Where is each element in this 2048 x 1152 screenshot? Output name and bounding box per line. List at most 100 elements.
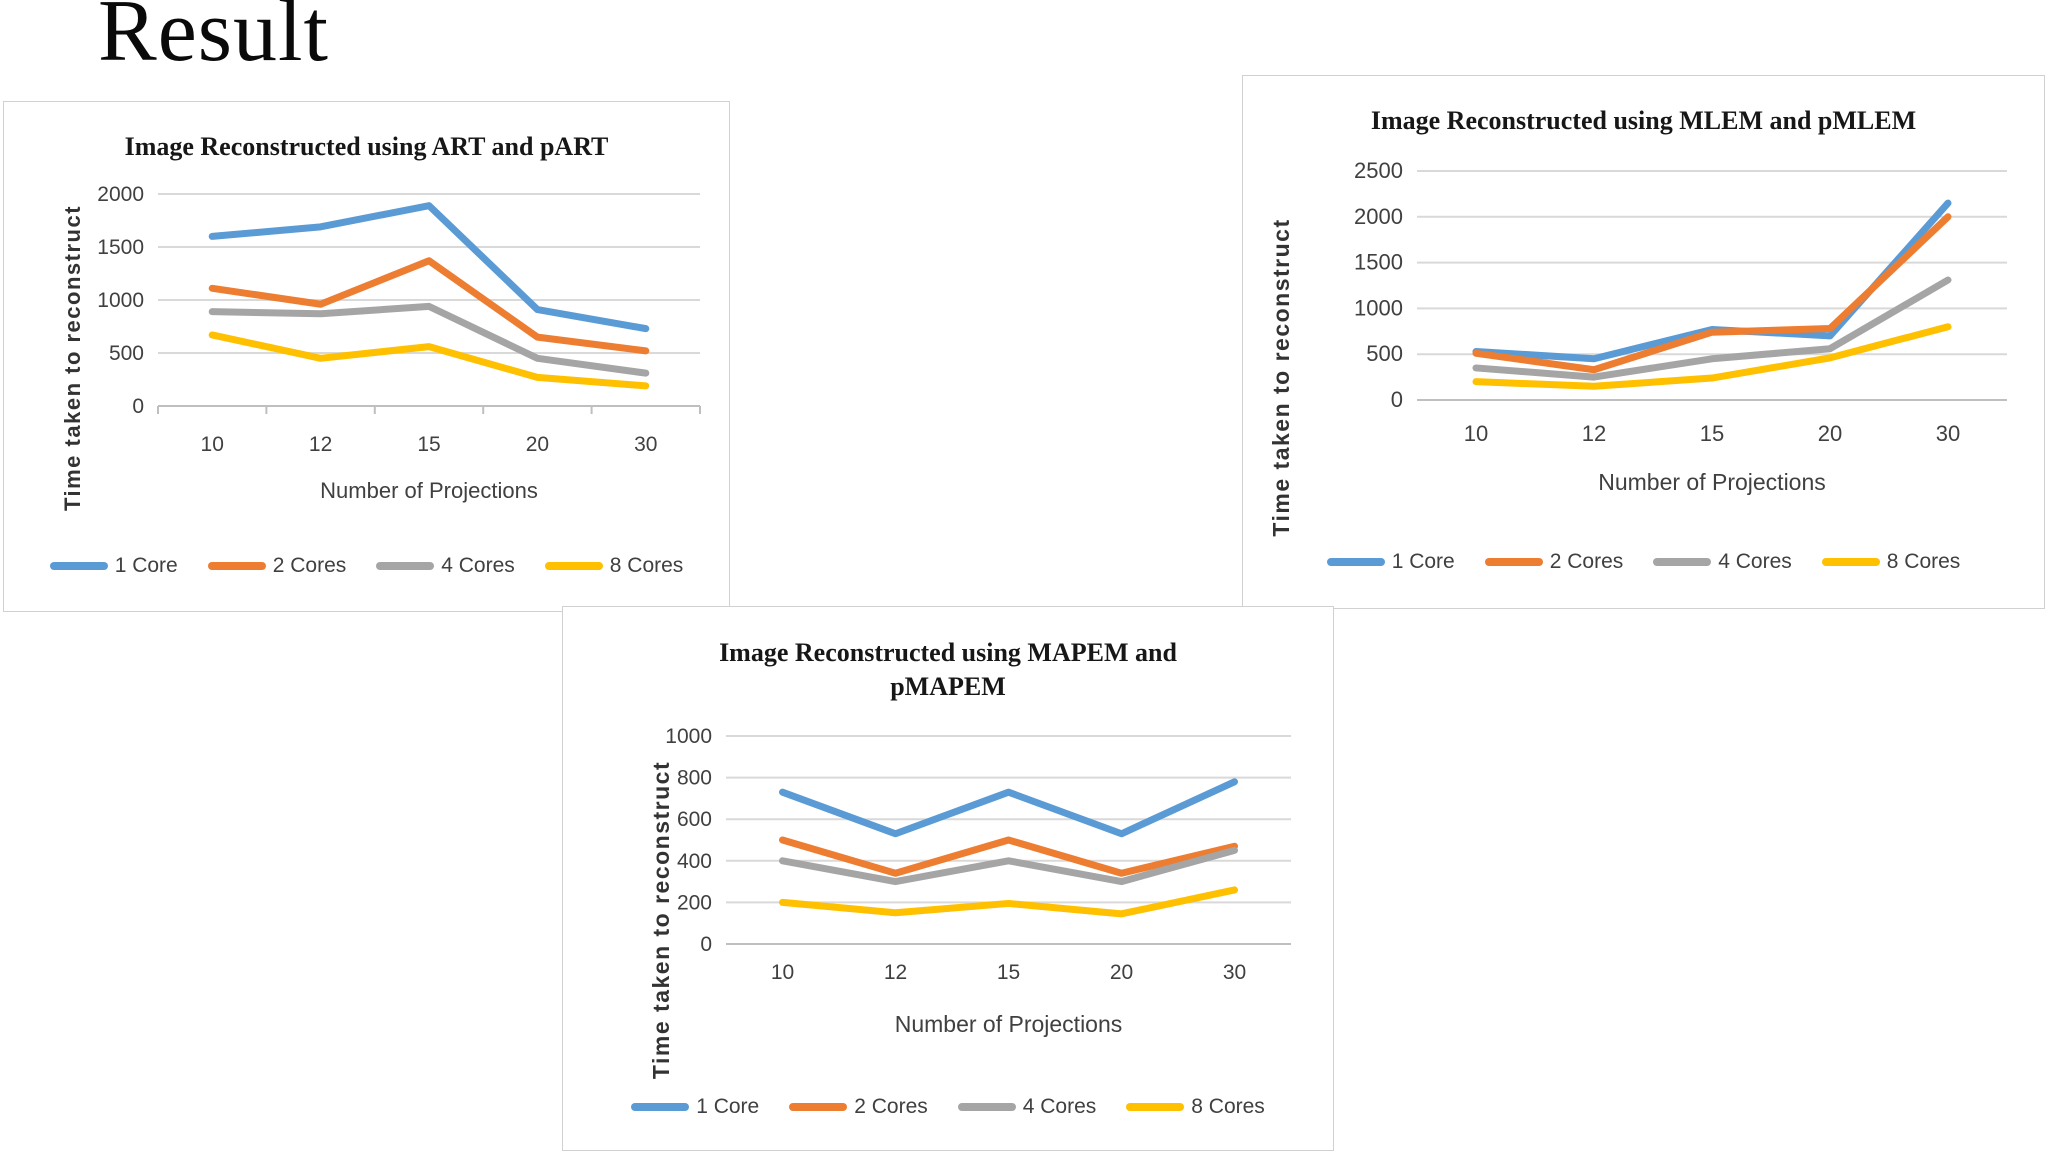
- legend-item-8-cores: 8 Cores: [1821, 550, 1961, 574]
- series-line: [779, 846, 1238, 886]
- legend-mapem: 1 Core 2 Cores 4 Cores 8 Cores: [563, 1095, 1333, 1119]
- legend-label: 4 Cores: [1022, 1095, 1097, 1118]
- chart-panel-mlem: 0 500 1000 1500 2000 2500 10 12 15 20 30 Number of …: [1242, 75, 2045, 609]
- chart-canvas-mapem: 0 200 400 600 800 1000 10 12 15 20 30 Number of Pro…: [648, 725, 1291, 1079]
- x-tick-label: 10: [201, 433, 224, 456]
- legend-swatch-8-cores: [1821, 558, 1880, 566]
- legend-item-4-cores: 4 Cores: [376, 554, 515, 578]
- legend-swatch-1-core: [49, 562, 108, 570]
- chart-title-mlem: Image Reconstructed using MLEM and pMLEM: [1370, 106, 1917, 135]
- series-2-cores: [779, 836, 1238, 877]
- legend-swatch-8-cores: [544, 562, 603, 570]
- x-tick-label: 12: [309, 433, 332, 456]
- x-tick-label: 15: [417, 433, 440, 456]
- legend-label: 8 Cores: [609, 554, 684, 577]
- x-tick-label: 15: [1700, 421, 1724, 446]
- y-tick-label: 1500: [1354, 250, 1403, 275]
- legend-swatch-4-cores: [376, 562, 435, 570]
- x-axis-tick-labels: 10 12 15 20 30: [201, 433, 658, 456]
- y-axis-title: Time taken to reconstruct: [648, 761, 674, 1079]
- y-tick-label: 1000: [1354, 295, 1403, 320]
- y-tick-label: 500: [109, 342, 144, 365]
- chart-panel-art: 0 500 1000 1500 2000 10 12 15 20 30 Number of Proj…: [3, 101, 730, 612]
- series-line: [1472, 323, 1952, 390]
- series-2-cores: [208, 257, 650, 355]
- legend-label: 2 Cores: [1549, 550, 1624, 573]
- chart-title-art: Image Reconstructed using ART and pART: [124, 132, 609, 161]
- series-line: [208, 202, 650, 333]
- series-line: [208, 331, 650, 390]
- series-4-cores: [779, 846, 1238, 886]
- y-tick-label: 400: [677, 850, 712, 873]
- legend-swatch-2-cores: [1484, 558, 1543, 566]
- series-line: [1472, 276, 1952, 381]
- x-axis-title: Number of Projections: [320, 478, 538, 503]
- series-line: [779, 886, 1238, 918]
- series-line: [779, 778, 1238, 838]
- series-line: [208, 257, 650, 355]
- y-tick-label: 600: [677, 808, 712, 831]
- legend-swatch-8-cores: [1126, 1103, 1185, 1111]
- y-tick-label: 500: [1366, 341, 1403, 366]
- y-tick-label: 0: [1391, 387, 1403, 412]
- legend-label: 1 Core: [114, 554, 178, 577]
- legend-item-8-cores: 8 Cores: [544, 554, 684, 578]
- x-axis-ticks: [157, 406, 701, 414]
- legend-swatch-2-cores: [207, 562, 266, 570]
- y-tick-label: 1000: [665, 725, 712, 748]
- series-2-cores: [1472, 213, 1952, 374]
- gridlines: [158, 193, 700, 407]
- legend-label: 4 Cores: [441, 554, 515, 577]
- x-tick-label: 15: [997, 961, 1020, 984]
- legend-label: 8 Cores: [1886, 550, 1961, 573]
- series-line: [208, 302, 650, 377]
- y-tick-label: 2000: [97, 183, 144, 206]
- y-axis-title: Time taken to reconstruct: [1268, 218, 1294, 536]
- x-axis-title: Number of Projections: [1598, 469, 1826, 495]
- legend-item-1-core: 1 Core: [1326, 550, 1455, 574]
- legend-item-1-core: 1 Core: [631, 1095, 759, 1119]
- x-tick-label: 30: [1936, 421, 1960, 446]
- legend-art: 1 Core 2 Cores 4 Cores 8 Cores: [4, 554, 729, 578]
- x-tick-label: 10: [771, 961, 794, 984]
- legend-swatch-4-cores: [1653, 558, 1712, 566]
- series-1-core: [208, 202, 650, 333]
- x-tick-label: 20: [1818, 421, 1842, 446]
- legend-swatch-1-core: [1326, 558, 1385, 566]
- legend-label: 2 Cores: [854, 1095, 928, 1118]
- legend-item-2-cores: 2 Cores: [207, 554, 346, 578]
- x-axis-tick-labels: 10 12 15 20 30: [771, 961, 1246, 984]
- x-tick-label: 12: [1582, 421, 1606, 446]
- x-tick-label: 12: [884, 961, 907, 984]
- y-tick-label: 1000: [97, 289, 144, 312]
- y-tick-label: 2500: [1354, 158, 1403, 183]
- y-axis-title: Time taken to reconstruct: [60, 205, 85, 511]
- chart-title-mapem: Image Reconstructed using MAPEM and pMAP…: [719, 638, 1177, 702]
- legend-swatch-1-core: [631, 1103, 690, 1111]
- x-tick-label: 30: [1223, 961, 1246, 984]
- y-tick-label: 0: [132, 395, 144, 418]
- chart-canvas-art: 0 500 1000 1500 2000 10 12 15 20 30 Number of Proj…: [60, 183, 701, 511]
- series-8-cores: [1472, 323, 1952, 390]
- y-tick-label: 2000: [1354, 204, 1403, 229]
- legend-label: 4 Cores: [1718, 550, 1792, 573]
- chart-panel-mapem: 0 200 400 600 800 1000 10 12 15 20 30 Number of Pro…: [562, 606, 1334, 1151]
- legend-item-2-cores: 2 Cores: [1484, 550, 1624, 574]
- legend-item-4-cores: 4 Cores: [957, 1095, 1097, 1119]
- series-line: [779, 836, 1238, 877]
- x-tick-label: 20: [1110, 961, 1133, 984]
- series-4-cores: [1472, 276, 1952, 381]
- y-axis-tick-labels: 0 500 1000 1500 2000: [97, 183, 144, 418]
- legend-item-4-cores: 4 Cores: [1653, 550, 1792, 574]
- legend-item-2-cores: 2 Cores: [789, 1095, 928, 1119]
- series-8-cores: [779, 886, 1238, 918]
- y-tick-label: 0: [700, 933, 712, 956]
- x-axis-title: Number of Projections: [895, 1011, 1123, 1037]
- legend-swatch-4-cores: [957, 1103, 1016, 1111]
- y-tick-label: 200: [677, 891, 712, 914]
- x-tick-label: 10: [1464, 421, 1488, 446]
- page-title: Result: [98, 0, 329, 80]
- legend-label: 8 Cores: [1191, 1095, 1265, 1118]
- x-tick-label: 20: [526, 433, 549, 456]
